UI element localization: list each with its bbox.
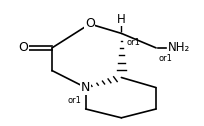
- Text: or1: or1: [158, 54, 172, 63]
- Text: NH₂: NH₂: [168, 41, 191, 54]
- Text: O: O: [19, 41, 28, 54]
- Text: N: N: [81, 81, 90, 94]
- Text: or1: or1: [126, 38, 140, 47]
- Text: O: O: [85, 17, 95, 30]
- Text: H: H: [117, 13, 126, 26]
- Text: or1: or1: [68, 96, 82, 105]
